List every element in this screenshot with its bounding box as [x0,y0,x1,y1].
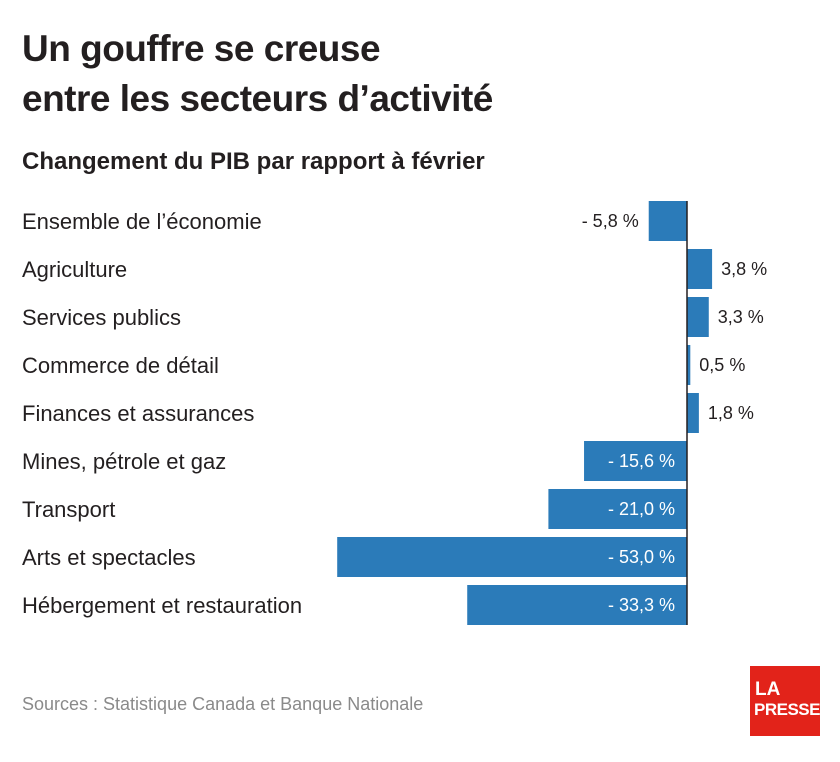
bar [687,249,713,289]
bar [687,297,709,337]
bar-chart: Ensemble de l’économie - 5,8 % Agriculture… [22,201,767,625]
category-label: Arts et spectacles [22,545,196,570]
logo-line-1: LA [755,679,781,700]
source-note: Sources : Statistique Canada et Banque N… [22,694,424,714]
value-label: - 15,6 % [608,451,675,471]
bar [467,585,687,625]
value-label: 1,8 % [708,403,754,423]
value-label: - 21,0 % [608,499,675,519]
bar [687,345,691,385]
bar [648,201,687,241]
value-label: 0,5 % [699,355,745,375]
bar [687,393,699,433]
value-label: - 33,3 % [608,595,675,615]
value-label: 3,8 % [721,259,767,279]
chart-subtitle: Changement du PIB par rapport à février [22,148,485,175]
bar [584,441,687,481]
category-label: Agriculture [22,257,127,282]
category-label: Transport [22,497,115,522]
chart-title-line-2: entre les secteurs d’activité [22,78,493,119]
bar [548,489,687,529]
category-label: Commerce de détail [22,353,219,378]
category-label: Hébergement et restauration [22,593,302,618]
value-label: - 5,8 % [582,211,639,231]
logo-line-2: PRESSE [754,700,820,719]
chart-title: Un gouffre se creuse entre les secteurs … [22,24,722,124]
bar [337,537,687,577]
category-label: Mines, pétrole et gaz [22,449,226,474]
category-label: Services publics [22,305,181,330]
la-presse-logo: LA PRESSE [750,666,820,736]
category-label: Ensemble de l’économie [22,209,262,234]
value-label: 3,3 % [718,307,764,327]
chart-title-line-1: Un gouffre se creuse [22,28,381,69]
value-label: - 53,0 % [608,547,675,567]
category-label: Finances et assurances [22,401,254,426]
